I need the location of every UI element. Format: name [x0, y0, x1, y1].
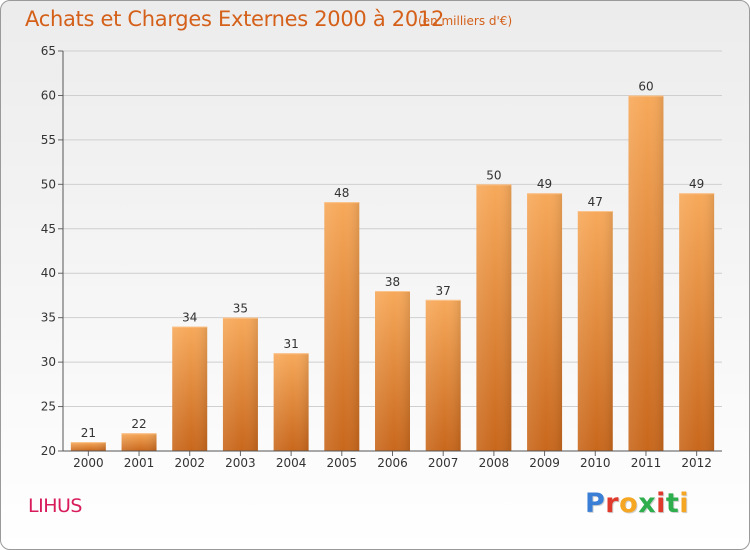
logo-letter: x: [638, 488, 657, 519]
data-labels: 21 22 34 35 31 48 38 37 50 49 47 60 49: [81, 79, 705, 440]
data-label: 49: [689, 177, 704, 191]
logo-letter: i: [679, 488, 690, 519]
data-label: 38: [385, 275, 400, 289]
x-tick-label: 2002: [174, 456, 205, 470]
x-tick-label: 2000: [73, 456, 104, 470]
data-label: 60: [638, 79, 653, 93]
x-tick-label: 2012: [681, 456, 712, 470]
bar-shine: [375, 291, 410, 451]
x-tick-label: 2003: [225, 456, 256, 470]
bar-shine: [172, 326, 208, 451]
logo-letter: P: [585, 488, 606, 519]
data-label: 50: [486, 168, 501, 182]
chart-subtitle: (en milliers d'€): [418, 14, 513, 28]
y-tick-label: 20: [41, 444, 56, 458]
x-tick-label: 2001: [124, 456, 155, 470]
data-label: 48: [334, 186, 349, 200]
data-label: 49: [537, 177, 552, 191]
x-tick-label: 2008: [479, 456, 510, 470]
bar-shine: [324, 202, 360, 451]
y-tick-label: 35: [41, 311, 56, 325]
y-tick-label: 30: [41, 355, 56, 369]
proxiti-logo[interactable]: Proxiti: [585, 488, 689, 519]
bar-shine: [425, 299, 461, 451]
x-tick-label: 2010: [580, 456, 611, 470]
logo-letter: r: [605, 488, 620, 519]
y-tick-label: 55: [41, 133, 56, 147]
bars: [70, 95, 715, 452]
y-tick-label: 50: [41, 177, 56, 191]
x-tick-label: 2011: [631, 456, 662, 470]
bar-shine: [121, 433, 157, 451]
axes: 20 25 30 35 40 45 50 55 60 65 2000 2001 2002 2003 2004…: [41, 44, 722, 470]
data-label: 31: [283, 337, 298, 351]
bar-shine: [70, 442, 106, 451]
data-label: 34: [182, 311, 197, 325]
bar-shine: [577, 211, 613, 451]
x-tick-label: 2005: [327, 456, 358, 470]
x-tick-label: 2004: [276, 456, 307, 470]
x-tick-label: 2007: [428, 456, 459, 470]
bar-shine: [628, 95, 664, 451]
logo-letter: i: [656, 488, 666, 519]
data-label: 37: [436, 284, 451, 298]
data-label: 21: [81, 426, 96, 440]
town-name: LIHUS: [28, 495, 82, 517]
y-tick-label: 45: [41, 222, 56, 236]
bar-shine: [679, 193, 715, 451]
logo-letter: t: [665, 488, 680, 519]
bar-shine: [273, 353, 309, 451]
data-label: 35: [233, 302, 248, 316]
x-tick-label: 2006: [377, 456, 408, 470]
logo-letter: o: [619, 488, 639, 519]
x-tick-label: 2009: [529, 456, 560, 470]
data-label: 47: [588, 195, 603, 209]
y-tick-label: 65: [41, 44, 56, 58]
y-tick-label: 60: [41, 88, 56, 102]
y-tick-label: 25: [41, 400, 56, 414]
bar-shine: [476, 184, 512, 452]
chart-title: Achats et Charges Externes 2000 à 2012: [25, 7, 445, 31]
bar-shine: [527, 193, 563, 451]
bar-shine: [222, 317, 258, 451]
data-label: 22: [131, 417, 146, 431]
y-tick-label: 40: [41, 266, 56, 280]
